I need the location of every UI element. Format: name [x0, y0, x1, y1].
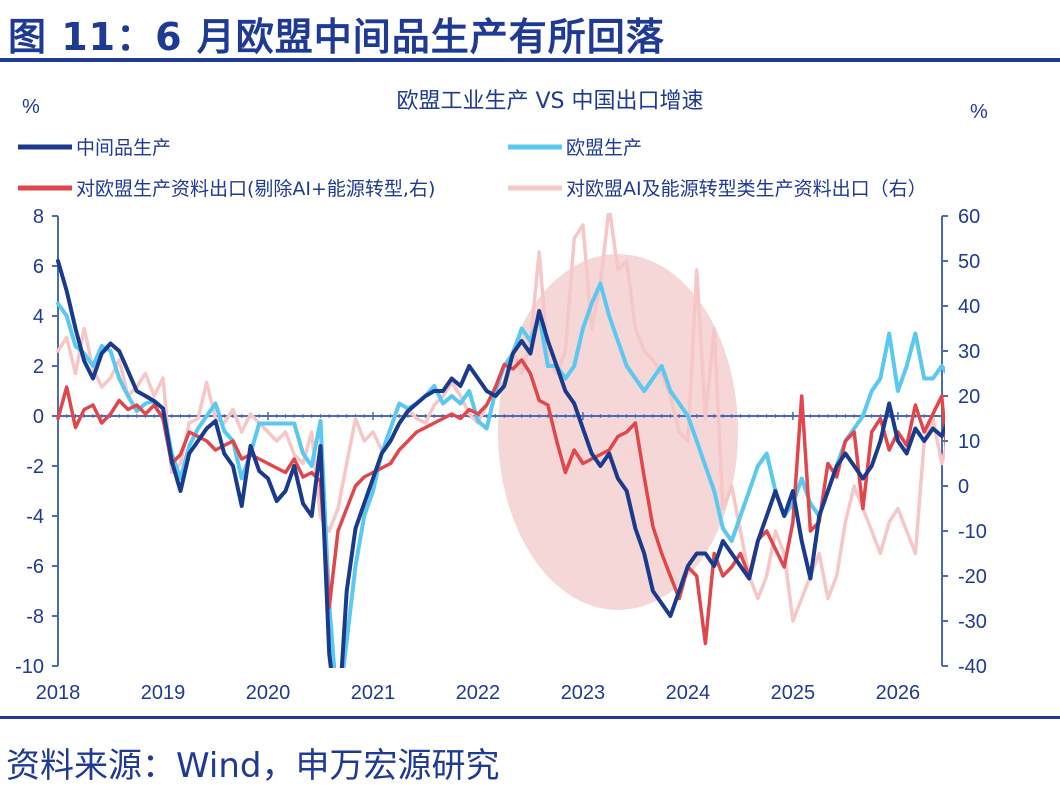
left-tick-label: 0 [33, 406, 44, 428]
right-tick-label: -20 [958, 566, 987, 588]
right-tick-label: 50 [958, 251, 980, 273]
x-tick-label: 2021 [351, 682, 396, 704]
source-note: 资料来源：Wind，申万宏源研究 [6, 746, 500, 786]
right-tick-label: -10 [958, 521, 987, 543]
x-tick-label: 2020 [246, 682, 291, 704]
legend-label-export-ex-ai: 对欧盟生产资料出口(剔除AI+能源转型,右) [76, 178, 435, 200]
x-tick-label: 2019 [141, 682, 186, 704]
left-tick-label: -8 [26, 606, 44, 628]
series-line-eu-production [56, 281, 945, 668]
source-rule [0, 716, 1060, 719]
right-tick-label: -30 [958, 611, 987, 633]
right-tick-label: 30 [958, 341, 980, 363]
legend-label-intermediate: 中间品生产 [76, 137, 171, 159]
left-tick-label: -4 [26, 506, 44, 528]
x-tick-label: 2025 [771, 682, 816, 704]
left-tick-label: 2 [33, 356, 44, 378]
left-tick-label: 4 [33, 306, 44, 328]
series-line-intermediate [56, 259, 945, 668]
right-tick-label: 10 [958, 431, 980, 453]
right-tick-label: -40 [958, 656, 987, 678]
left-tick-label: -10 [15, 656, 44, 678]
title-rule [0, 58, 1060, 62]
x-tick-label: 2022 [456, 682, 501, 704]
legend-label-export-ai: 对欧盟AI及能源转型类生产资料出口（右） [566, 178, 927, 200]
right-tick-label: 60 [958, 206, 980, 228]
chart: 欧盟工业生产 VS 中国出口增速 % % 中间品生产 欧盟生产 对欧盟生产资料出… [15, 89, 988, 704]
legend-label-eu-production: 欧盟生产 [566, 137, 642, 159]
x-tick-label: 2023 [561, 682, 606, 704]
chart-title: 欧盟工业生产 VS 中国出口增速 [396, 89, 703, 114]
right-tick-label: 40 [958, 296, 980, 318]
x-tick-label: 2026 [876, 682, 921, 704]
left-tick-label: 6 [33, 256, 44, 278]
highlight-ellipse [498, 254, 738, 610]
right-tick-label: 0 [958, 476, 969, 498]
right-tick-label: 20 [958, 386, 980, 408]
x-tick-label: 2018 [36, 682, 81, 704]
right-unit: % [970, 101, 988, 123]
left-tick-label: -2 [26, 456, 44, 478]
left-tick-label: -6 [26, 556, 44, 578]
x-tick-label: 2024 [666, 682, 711, 704]
figure-title: 图 11：6 月欧盟中间品生产有所回落 [8, 15, 665, 59]
left-unit: % [22, 96, 40, 118]
left-tick-label: 8 [33, 206, 44, 228]
